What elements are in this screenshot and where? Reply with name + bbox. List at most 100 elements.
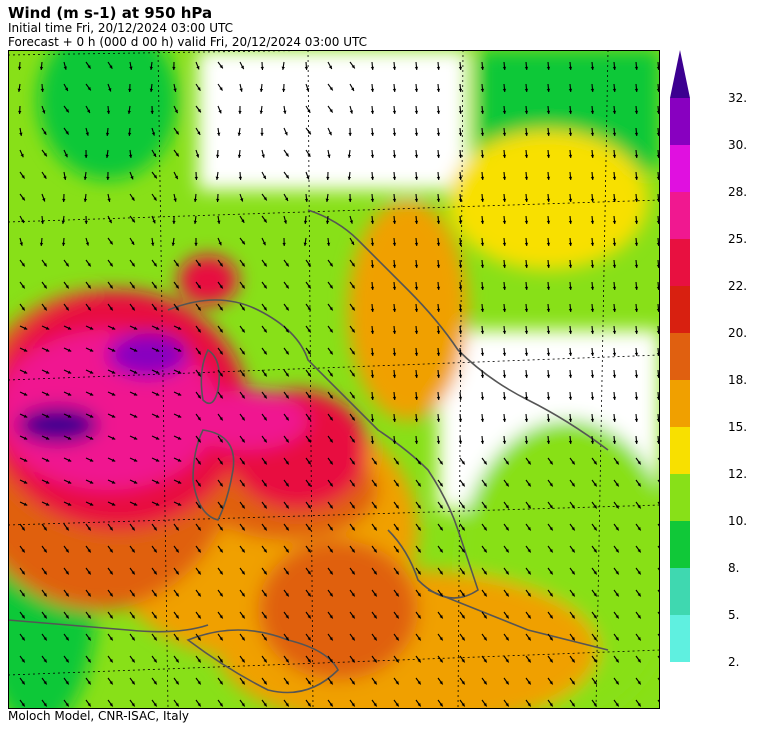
wind-arrow	[19, 127, 23, 136]
wind-arrow	[546, 435, 551, 445]
wind-arrow	[568, 83, 573, 93]
coastline-path	[186, 629, 339, 694]
wind-arrow	[85, 259, 92, 267]
wind-arrow	[371, 501, 378, 509]
wind-arrow	[63, 171, 67, 180]
wind-arrow	[635, 523, 642, 531]
wind-arrow	[85, 479, 94, 484]
wind-arrow	[217, 479, 224, 487]
wind-arrow	[127, 127, 132, 137]
wind-arrow	[370, 237, 375, 247]
wind-arrow	[414, 171, 419, 181]
wind-arrow	[349, 611, 356, 619]
wind-arrow	[349, 391, 356, 399]
wind-arrow	[305, 105, 311, 114]
wind-arrow	[40, 215, 45, 225]
wind-arrow	[634, 61, 639, 71]
wind-arrow	[547, 677, 554, 685]
wind-arrow	[612, 435, 617, 445]
wind-arrow	[217, 457, 224, 465]
wind-arrow	[349, 655, 356, 663]
wind-arrow	[173, 149, 180, 157]
wind-arrow	[525, 699, 532, 707]
wind-arrow	[19, 413, 28, 418]
wind-arrow	[547, 501, 554, 509]
wind-arrow	[524, 391, 529, 401]
wind-arrow	[349, 523, 356, 531]
wind-arrow	[41, 567, 48, 575]
wind-arrow	[63, 127, 70, 135]
wind-arrow	[569, 677, 576, 685]
wind-arrow	[41, 149, 48, 157]
wind-arrow	[568, 171, 573, 181]
wind-arrow	[41, 479, 50, 484]
wind-arrow	[371, 589, 378, 597]
wind-arrow	[151, 193, 157, 201]
wind-arrow	[63, 523, 70, 531]
wind-arrow	[107, 281, 114, 289]
wind-arrow	[393, 545, 400, 553]
wind-arrow	[239, 457, 246, 465]
wind-arrow	[85, 83, 92, 91]
wind-arrow	[150, 105, 154, 115]
wind-arrow	[393, 677, 400, 685]
wind-arrow	[569, 545, 576, 553]
wind-arrow	[349, 677, 356, 685]
wind-arrow	[261, 523, 268, 531]
wind-arrow	[415, 457, 422, 465]
wind-arrow	[62, 193, 66, 203]
wind-arrow	[41, 281, 48, 289]
wind-arrow	[195, 589, 202, 597]
wind-arrow	[325, 215, 330, 225]
wind-arrow	[590, 127, 595, 137]
wind-arrow	[107, 83, 112, 92]
wind-arrow	[547, 457, 554, 465]
wind-arrow	[195, 479, 202, 487]
wind-arrow	[107, 325, 116, 330]
wind-arrow	[217, 215, 221, 224]
wind-arrow	[173, 391, 182, 396]
wind-arrow	[459, 479, 466, 487]
wind-arrow	[173, 457, 182, 462]
wind-arrow	[480, 303, 485, 313]
wind-arrow	[437, 501, 444, 509]
wind-arrow	[19, 677, 26, 685]
wind-arrow	[217, 347, 224, 355]
wind-arrow	[283, 501, 290, 509]
wind-arrow	[41, 413, 50, 418]
wind-arrow	[261, 567, 268, 575]
wind-arrow	[612, 281, 617, 291]
wind-arrow	[524, 83, 529, 93]
wind-arrow	[547, 523, 554, 531]
wind-arrow	[546, 105, 551, 115]
wind-arrow	[414, 303, 419, 313]
wind-arrow	[239, 215, 245, 224]
wind-arrow	[173, 347, 182, 352]
wind-arrow	[392, 215, 397, 225]
wind-arrow	[63, 699, 70, 707]
wind-arrow	[261, 215, 268, 223]
wind-arrow	[437, 699, 444, 707]
wind-arrow	[481, 479, 488, 487]
wind-arrow	[590, 237, 595, 247]
wind-arrow	[524, 127, 529, 137]
wind-arrow	[63, 325, 72, 330]
wind-arrow	[348, 193, 352, 203]
wind-arrow	[634, 435, 639, 445]
wind-arrow	[436, 347, 441, 357]
wind-arrow	[195, 611, 202, 619]
wind-arrow	[39, 237, 44, 247]
wind-arrow	[546, 325, 551, 335]
wind-arrow	[41, 435, 50, 440]
wind-arrow	[591, 567, 598, 575]
wind-arrow	[261, 369, 268, 377]
wind-arrow	[524, 259, 529, 269]
wind-arrow	[105, 127, 110, 137]
wind-arrow	[173, 435, 182, 440]
wind-arrow	[525, 501, 532, 509]
wind-arrow	[261, 457, 268, 465]
wind-arrow	[283, 105, 287, 114]
wind-arrow	[635, 633, 642, 641]
wind-arrow	[547, 545, 554, 553]
wind-arrow	[19, 215, 25, 224]
